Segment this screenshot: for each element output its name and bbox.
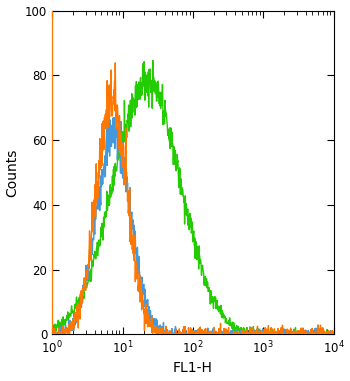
X-axis label: FL1-H: FL1-H [173, 362, 213, 375]
Y-axis label: Counts: Counts [6, 148, 20, 197]
